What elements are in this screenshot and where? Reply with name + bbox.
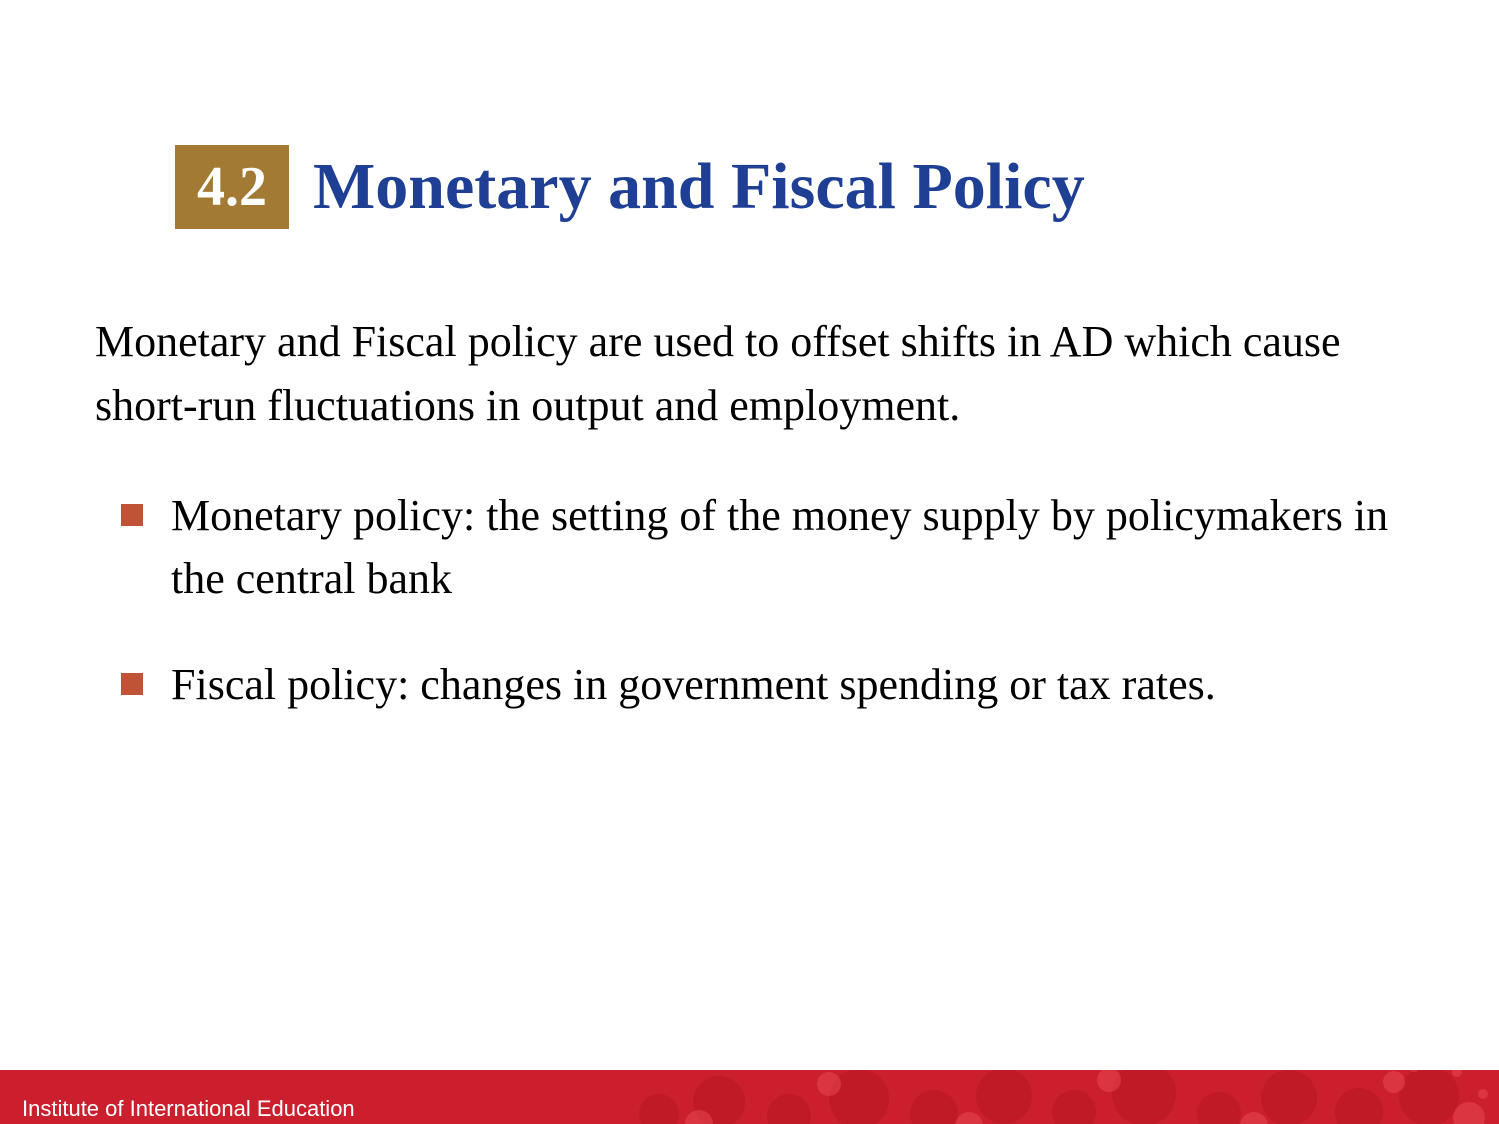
slide-title: Monetary and Fiscal Policy — [313, 149, 1085, 225]
footer-bar: Institute of International Education — [0, 1070, 1499, 1124]
footer-decoration-icon — [599, 1070, 1499, 1124]
bullet-text: Fiscal policy: changes in government spe… — [171, 653, 1429, 717]
list-item: Fiscal policy: changes in government spe… — [95, 653, 1429, 717]
intro-paragraph: Monetary and Fiscal policy are used to o… — [95, 310, 1429, 438]
section-badge: 4.2 — [175, 145, 289, 229]
slide: 4.2 Monetary and Fiscal Policy Monetary … — [0, 0, 1499, 1124]
list-item: Monetary policy: the setting of the mone… — [95, 484, 1429, 612]
footer-text: Institute of International Education — [22, 1096, 355, 1122]
bullet-text: Monetary policy: the setting of the mone… — [171, 484, 1429, 612]
body-content: Monetary and Fiscal policy are used to o… — [95, 310, 1429, 759]
title-row: 4.2 Monetary and Fiscal Policy — [175, 145, 1419, 229]
bullet-list: Monetary policy: the setting of the mone… — [95, 484, 1429, 717]
square-bullet-icon — [121, 504, 143, 526]
square-bullet-icon — [121, 673, 143, 695]
